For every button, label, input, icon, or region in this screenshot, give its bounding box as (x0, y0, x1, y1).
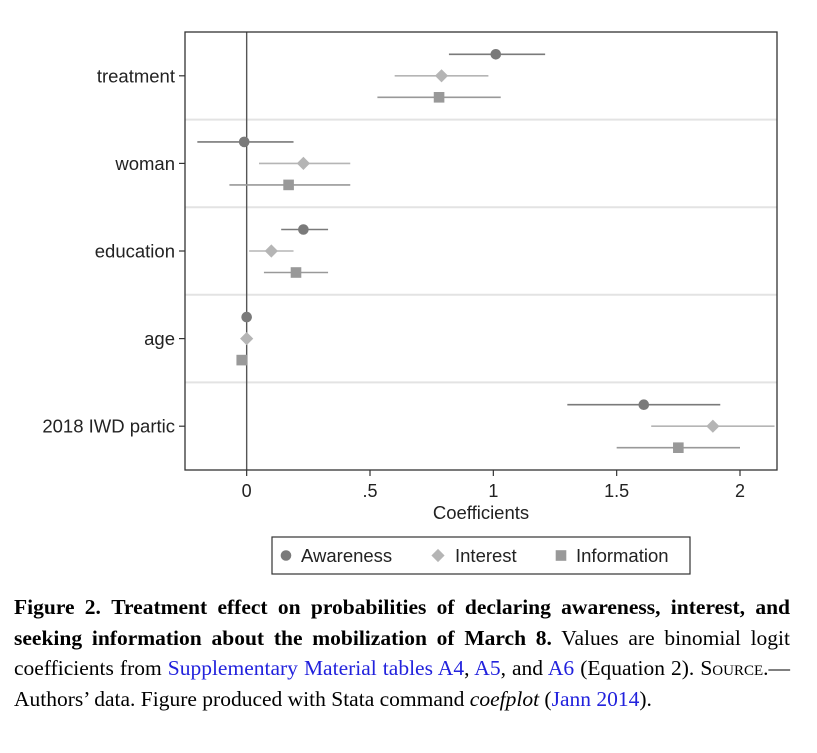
category-label: education (95, 241, 175, 262)
link-jann-2014[interactable]: Jann 2014 (551, 686, 640, 711)
caption-title: Treatment effect on probabilities of dec… (14, 595, 791, 650)
category-labels: treatment woman education age 2018 IWD parti… (42, 65, 185, 437)
caption-text-4: —Authors’ data. Figure produced with Sta… (14, 656, 790, 711)
caption-figure-label: Figure 2. (14, 595, 101, 619)
figure-caption: Figure 2. Treatment effect on probabilit… (14, 592, 790, 714)
category-label: woman (114, 153, 175, 174)
information-point (673, 442, 684, 453)
link-tables-a4[interactable]: Supplementary Material tables A4 (167, 656, 465, 680)
caption-text-3: (Equation 2). (580, 656, 695, 680)
legend-awareness-marker (280, 550, 292, 561)
legend: Awareness Interest Information (271, 536, 691, 575)
awareness-point (238, 136, 250, 148)
link-a5[interactable]: A5 (474, 656, 501, 680)
awareness-point (298, 224, 309, 235)
x-tick-label: 0 (242, 481, 252, 501)
information-point (236, 354, 248, 366)
legend-awareness-label: Awareness (301, 545, 392, 566)
caption-text-6: ). (639, 686, 652, 711)
x-tick-label: 1.5 (604, 481, 629, 501)
x-axis-ticks: 0 .5 1 1.5 2 (242, 470, 745, 501)
x-axis-title: Coefficients (433, 502, 529, 523)
interest-point (434, 69, 449, 83)
caption-sep-1: , (464, 656, 470, 680)
x-tick-label: 2 (735, 481, 745, 501)
information-point (433, 92, 445, 103)
caption-text-1: Values are binomial logit coefficients f… (14, 625, 790, 681)
awareness-point (490, 49, 502, 60)
category-separators (185, 118, 777, 384)
interest-point (296, 156, 310, 170)
link-a6[interactable]: A6 (547, 656, 575, 680)
category-label: 2018 IWD partic (42, 416, 175, 437)
awareness-point (241, 311, 252, 323)
category-label: age (144, 328, 175, 349)
caption-source-label: Source. (700, 656, 769, 680)
x-tick-label: .5 (362, 481, 377, 501)
caption-text-2: , and (500, 656, 544, 680)
information-point (283, 179, 294, 191)
coefficient-plot: treatment woman education age 2018 IWD parti… (42, 31, 778, 575)
legend-interest-label: Interest (455, 545, 517, 566)
legend-information-marker (555, 550, 567, 561)
confidence-intervals (197, 53, 775, 449)
legend-information-label: Information (576, 545, 669, 566)
point-estimates (236, 49, 720, 453)
legend-box (271, 536, 691, 575)
caption-text-5: ( (544, 686, 552, 711)
caption-command: coefplot (469, 686, 540, 711)
interest-point (706, 419, 720, 433)
awareness-point (638, 399, 650, 411)
information-point (290, 267, 302, 278)
legend-interest-marker (431, 548, 445, 563)
interest-point (264, 244, 278, 258)
interest-point (240, 332, 254, 346)
category-label: treatment (97, 65, 175, 86)
x-tick-label: 1 (488, 481, 498, 501)
